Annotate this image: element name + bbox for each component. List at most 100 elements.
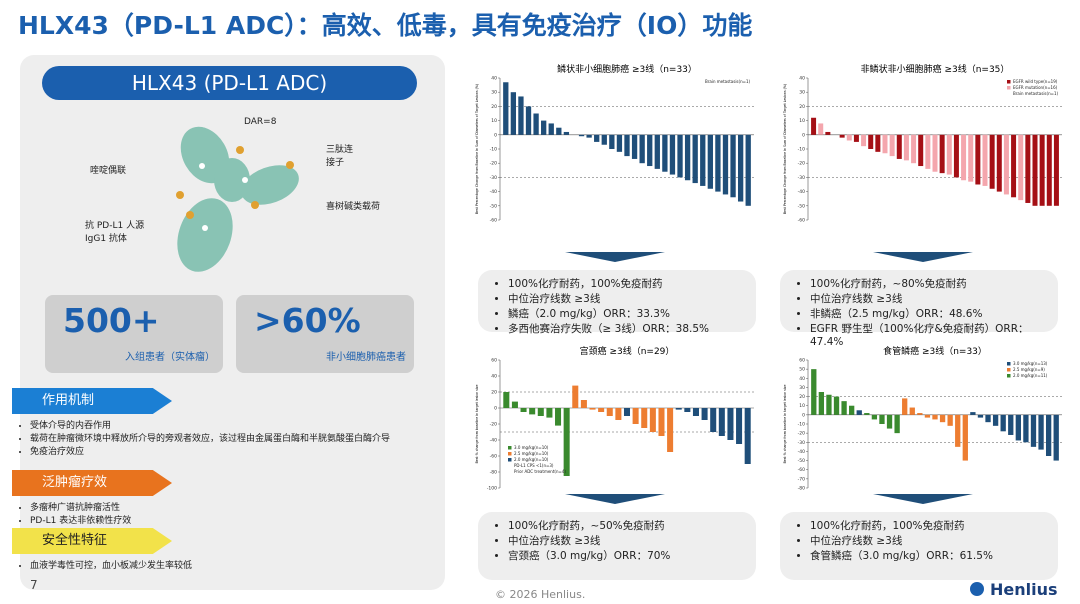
bullet: 100%化疗耐药，~50%免疫耐药 — [508, 518, 756, 533]
y-tick-label: -20 — [798, 161, 805, 167]
y-tick-label: -60 — [798, 218, 805, 224]
bar — [1045, 414, 1052, 456]
bar — [1003, 134, 1009, 195]
y-tick-label: -20 — [490, 422, 497, 428]
bar — [594, 134, 600, 142]
legend-swatch — [1007, 374, 1011, 378]
legend-label: EGFR wild type(n=19) — [1013, 79, 1058, 84]
bullet: 血液学毒性可控，血小板减少发生率较低 — [30, 558, 460, 571]
bar — [578, 134, 585, 137]
bar — [989, 134, 995, 189]
bar — [736, 408, 743, 444]
bar — [886, 414, 893, 429]
bar — [968, 134, 974, 182]
legend-swatch — [1007, 80, 1011, 84]
y-tick-label: -80 — [798, 486, 805, 492]
bar — [692, 134, 698, 184]
bar — [700, 134, 706, 186]
legend-swatch — [508, 458, 512, 462]
y-tick-label: 40 — [799, 376, 805, 382]
y-tick-label: -80 — [490, 470, 497, 476]
bullet: 鳞癌（2.0 mg/kg）ORR：33.3% — [508, 306, 756, 321]
bar — [624, 134, 630, 157]
bullet-list: 受体介导的内吞作用载荷在肿瘤微环境中释放所介导的旁观者效应，该过程由金属蛋白酶和… — [0, 418, 460, 457]
y-tick-label: -20 — [490, 161, 497, 167]
legend-swatch — [1007, 86, 1011, 90]
y-tick-label: -20 — [798, 431, 805, 437]
bar — [556, 127, 562, 135]
y-tick-label: 40 — [799, 76, 805, 82]
bar — [1039, 134, 1045, 206]
bullet: 免疫治疗效应 — [30, 444, 460, 457]
bullet: 中位治疗线数 ≥3线 — [810, 291, 1058, 306]
bar — [1008, 414, 1014, 435]
bullet: 多西他赛治疗失败（≥ 3线）ORR：38.5% — [508, 321, 756, 336]
bar — [909, 407, 915, 415]
bar — [879, 414, 885, 424]
bar — [715, 134, 721, 192]
bar — [675, 408, 682, 410]
y-axis-label: Best Percentage Change from Baseline in … — [783, 84, 787, 214]
legend-note: PD-L1 CPS <1(n=3) — [514, 463, 554, 468]
bar — [902, 398, 908, 415]
bar — [982, 134, 988, 186]
bar — [722, 134, 729, 195]
y-tick-label: 30 — [491, 90, 497, 96]
legend-note: Brain metastasis(n=1) — [705, 79, 751, 84]
bar — [510, 92, 517, 135]
y-tick-label: 20 — [799, 104, 805, 110]
bar — [707, 134, 713, 189]
bullet: PD-L1 表达非依赖性疗效 — [30, 513, 460, 526]
bar — [947, 414, 953, 426]
y-tick-label: 0 — [802, 412, 805, 418]
stat-label: 入组患者（实体瘤） — [125, 352, 215, 363]
legend-note: Brain metastasis(n=1) — [1013, 91, 1059, 96]
bar — [839, 134, 845, 138]
section-heading: 作用机制 — [12, 388, 172, 414]
bar — [529, 408, 536, 415]
bar — [917, 413, 923, 415]
bar — [882, 134, 888, 154]
bar — [533, 113, 539, 135]
legend-label: 3.0 mg/kg(n=10) — [514, 445, 549, 450]
bullet-list: 100%化疗耐药，~50%免疫耐药中位治疗线数 ≥3线宫颈癌（3.0 mg/kg… — [478, 518, 756, 563]
y-tick-label: -30 — [490, 175, 497, 181]
bar — [955, 414, 961, 447]
bar — [546, 408, 553, 418]
y-tick-label: -60 — [490, 218, 497, 224]
y-tick-label: -50 — [798, 458, 805, 464]
result-box: 100%化疗耐药，~50%免疫耐药中位治疗线数 ≥3线宫颈癌（3.0 mg/kg… — [478, 512, 756, 580]
bar — [525, 106, 532, 135]
y-tick-label: -10 — [490, 147, 497, 153]
bar — [970, 412, 976, 415]
bar — [541, 120, 547, 135]
y-tick-label: 50 — [799, 367, 805, 373]
bar — [615, 408, 622, 420]
bar — [841, 401, 847, 415]
y-tick-label: 40 — [491, 76, 497, 82]
chart-title: 非鳞状非小细胞肺癌 ≥3线（n=35） — [861, 63, 1010, 75]
bullet: 100%化疗耐药，100%免疫耐药 — [810, 518, 1058, 533]
bar — [641, 408, 648, 428]
bar — [996, 134, 1002, 192]
y-tick-label: 30 — [799, 90, 805, 96]
legend-label: 2.0 mg/kg(n=11) — [1013, 373, 1048, 378]
bar — [818, 123, 824, 135]
dar-label: DAR=8 — [244, 117, 277, 127]
bar — [616, 134, 623, 152]
chart-title: 鳞状非小细胞肺癌 ≥3线（n=33） — [557, 63, 697, 75]
bar — [745, 134, 751, 206]
bar — [992, 414, 999, 426]
bullet: 非鳞癌（2.5 mg/kg）ORR：48.6% — [810, 306, 1058, 321]
y-tick-label: -10 — [798, 422, 805, 428]
y-axis-label: Best % change from baseline in target le… — [783, 385, 787, 464]
y-tick-label: -10 — [798, 147, 805, 153]
legend-swatch — [1007, 362, 1011, 366]
y-tick-label: 20 — [799, 394, 805, 400]
bar — [903, 134, 909, 161]
bar — [918, 134, 924, 167]
y-tick-label: 0 — [802, 132, 805, 138]
bar — [849, 405, 855, 415]
legend-label: 2.5 mg/kg(n=9) — [1013, 367, 1045, 372]
